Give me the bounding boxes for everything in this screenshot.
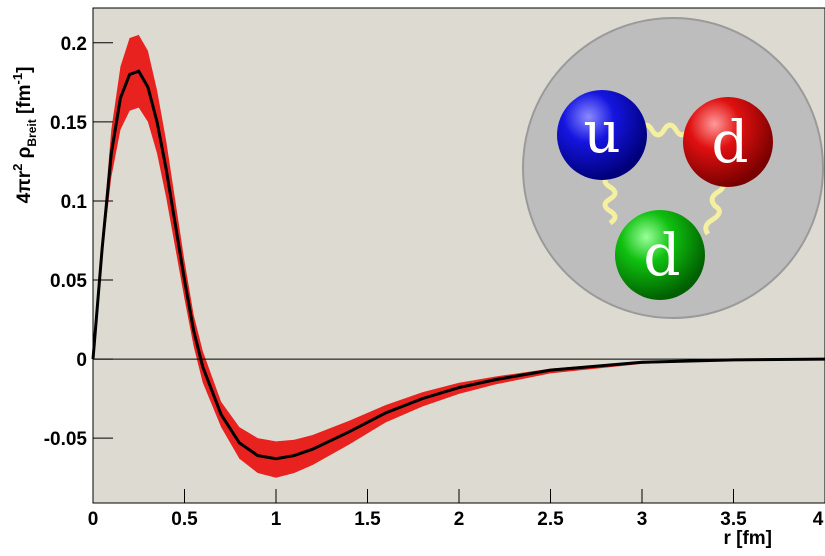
quark-d: [683, 97, 773, 187]
quark-d: [615, 210, 705, 300]
x-tick-label: 2.5: [537, 509, 564, 530]
x-axis-label: r [fm]: [723, 528, 772, 549]
y-label-part: ]: [14, 67, 35, 73]
quark-label: u: [583, 98, 620, 166]
y-tick-label: 0.15: [50, 113, 87, 134]
x-tick-label: 0: [88, 509, 99, 530]
quark-illustration: u d d: [522, 17, 824, 319]
uncertainty-band: [93, 34, 825, 478]
y-label-sub: Breit: [25, 119, 39, 146]
x-tick-label: 1: [271, 509, 282, 530]
x-tick-label: 4: [813, 509, 824, 530]
y-tick-label: 0.1: [61, 192, 88, 213]
y-tick-label: -0.05: [44, 429, 88, 450]
gluon: [703, 177, 726, 236]
y-label-sup: 2: [10, 164, 25, 171]
y-tick-label: 0: [76, 350, 87, 371]
density-line: [91, 69, 825, 461]
x-tick-label: 0.5: [171, 509, 198, 530]
x-tick-label: 1.5: [354, 509, 381, 530]
y-label-sup: -1: [10, 73, 25, 85]
y-tick-label: 0.05: [50, 271, 87, 292]
y-tick-label: 0.2: [61, 34, 87, 55]
x-tick-label: 3: [637, 509, 648, 530]
x-tick-label: 3.5: [720, 509, 747, 530]
y-label-part: 4πr: [14, 170, 35, 203]
quark-label: d: [711, 108, 748, 176]
quark-u: [557, 90, 647, 180]
y-axis-label: 4πr2 ρBreit [fm-1]: [10, 67, 39, 204]
y-label-part: [fm: [14, 84, 35, 119]
y-label-part: ρ: [14, 146, 35, 163]
x-tick-label: 2: [454, 509, 465, 530]
gluon: [602, 172, 618, 226]
quark-label: d: [643, 221, 680, 289]
